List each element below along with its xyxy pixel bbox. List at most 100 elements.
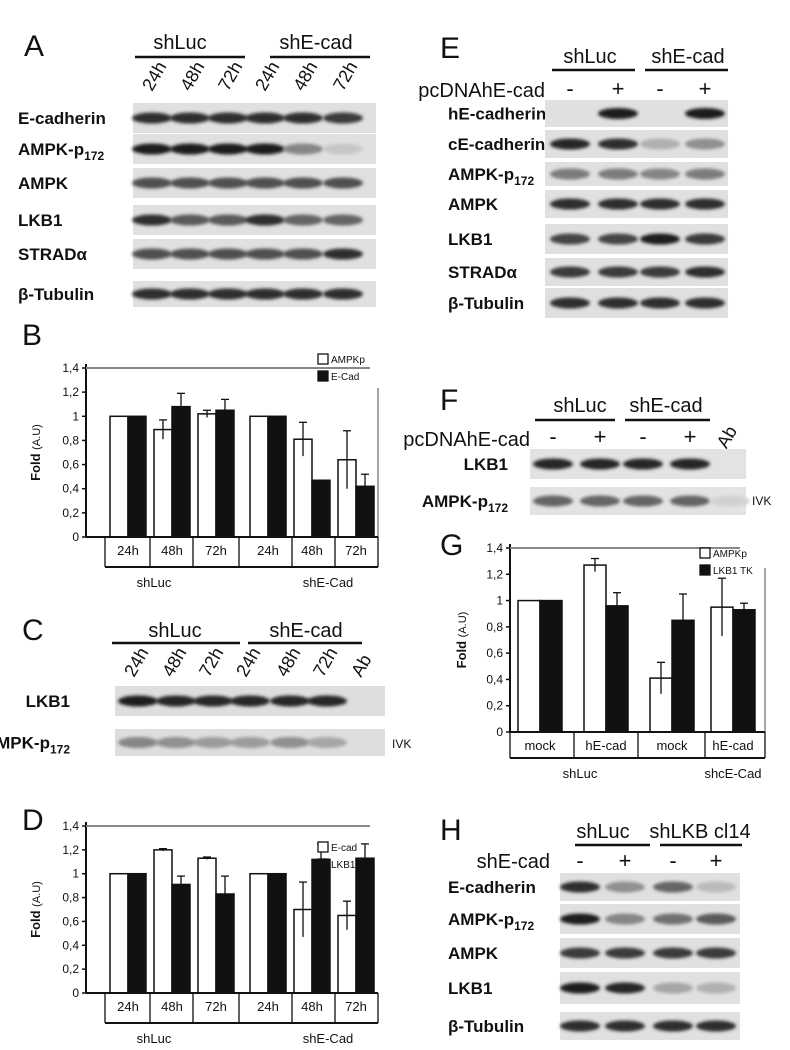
row-label: β-Tubulin xyxy=(18,285,94,304)
protein-band xyxy=(208,214,248,226)
protein-band xyxy=(170,214,210,226)
protein-band xyxy=(208,248,248,260)
row-label-main: STRADα xyxy=(18,245,88,264)
bar xyxy=(583,564,607,733)
protein-band xyxy=(580,458,620,470)
bar xyxy=(153,428,173,538)
row-label-main: E-cadherin xyxy=(448,878,536,897)
timepoint-label: 24h xyxy=(251,58,283,94)
protein-band xyxy=(533,495,573,507)
protein-band xyxy=(598,297,638,309)
protein-band xyxy=(245,248,285,260)
bar xyxy=(355,857,375,994)
row-label-main: β-Tubulin xyxy=(448,294,524,313)
y-axis-label-unit: (A.U) xyxy=(31,424,43,450)
x-tick-label: 24h xyxy=(117,999,139,1014)
protein-band xyxy=(653,881,693,893)
y-tick-label: 0,6 xyxy=(62,458,79,472)
protein-band xyxy=(653,1020,693,1032)
sign-label: + xyxy=(710,848,723,873)
row-label-main: AMPK xyxy=(448,195,499,214)
group-axis-label: shLuc xyxy=(137,575,172,590)
protein-band xyxy=(623,458,663,470)
protein-band xyxy=(640,168,680,180)
row-label-main: AMPK-p xyxy=(448,910,514,929)
protein-band xyxy=(245,177,285,189)
bar xyxy=(127,415,147,538)
x-tick-label: 72h xyxy=(205,999,227,1014)
y-axis-label: Fold (A.U) xyxy=(28,424,43,481)
protein-band xyxy=(550,198,590,210)
ab-label: Ab xyxy=(713,422,741,451)
y-axis-label-unit: (A.U) xyxy=(31,881,43,907)
protein-band xyxy=(696,947,736,959)
group-axis-label: shLuc xyxy=(137,1031,172,1046)
protein-band xyxy=(118,695,158,707)
legend-swatch xyxy=(699,564,711,576)
x-tick-label: 48h xyxy=(161,999,183,1014)
group-label: shLuc xyxy=(553,395,606,417)
protein-band xyxy=(598,266,638,278)
y-tick-label: 0 xyxy=(496,725,503,739)
x-tick-label: 48h xyxy=(301,543,323,558)
sign-label: - xyxy=(576,848,583,873)
bar xyxy=(197,413,217,538)
timepoint-label: 72h xyxy=(329,58,361,94)
row-label-main: AMPK xyxy=(448,944,499,963)
y-axis-label: Fold (A.U) xyxy=(454,612,469,669)
y-axis-label: Fold (A.U) xyxy=(28,881,43,938)
protein-band xyxy=(685,168,725,180)
ivk-label: IVK xyxy=(392,737,411,751)
protein-band xyxy=(307,695,347,707)
protein-band xyxy=(156,737,196,748)
row-label: LKB1 xyxy=(448,230,492,249)
group-label: shLuc xyxy=(153,32,206,54)
protein-band xyxy=(685,138,725,150)
timepoint-label: 24h xyxy=(232,644,264,680)
protein-band xyxy=(170,177,210,189)
protein-band xyxy=(605,1020,645,1032)
protein-band xyxy=(208,143,248,155)
group-label: shE-cad xyxy=(279,32,352,54)
panel-label-g: G xyxy=(440,529,463,562)
treatment-label: pcDNAhE-cad xyxy=(418,80,545,102)
row-label-main: AMPK-p xyxy=(18,140,84,159)
protein-band xyxy=(283,177,323,189)
row-label: AMPK-p172 xyxy=(448,165,534,188)
sign-label: + xyxy=(619,848,632,873)
protein-band xyxy=(193,695,233,707)
protein-band xyxy=(550,297,590,309)
row-label-subscript: 172 xyxy=(488,501,508,515)
row-label: hE-cadherin xyxy=(448,105,546,124)
bar xyxy=(171,405,191,538)
sign-label: - xyxy=(656,76,663,101)
protein-band xyxy=(598,108,638,119)
sign-label: - xyxy=(669,848,676,873)
protein-band xyxy=(170,112,210,124)
x-tick-label: 48h xyxy=(301,999,323,1014)
row-label: LKB1 xyxy=(26,692,70,711)
treatment-label: pcDNAhE-cad xyxy=(403,429,530,451)
row-label-main: cE-cadherin xyxy=(448,135,545,154)
legend-label: LKB1 TK xyxy=(713,566,753,577)
protein-band xyxy=(685,198,725,210)
legend-label: LKB1 TK xyxy=(331,860,371,871)
bar xyxy=(311,479,331,538)
protein-band xyxy=(550,168,590,180)
timepoint-label: Ab xyxy=(347,651,375,680)
group-label: shLKB cl14 xyxy=(649,821,750,843)
protein-band xyxy=(640,266,680,278)
bar xyxy=(732,609,756,733)
row-label: β-Tubulin xyxy=(448,294,524,313)
protein-band xyxy=(696,982,736,994)
x-tick-label: hE-cad xyxy=(585,738,626,753)
protein-band xyxy=(710,495,750,507)
legend-label: E-cad xyxy=(331,843,357,854)
row-label-main: LKB1 xyxy=(448,230,492,249)
group-label: shE-cad xyxy=(269,620,342,642)
protein-band xyxy=(640,297,680,309)
protein-band xyxy=(230,737,270,748)
legend-swatch xyxy=(317,353,329,365)
